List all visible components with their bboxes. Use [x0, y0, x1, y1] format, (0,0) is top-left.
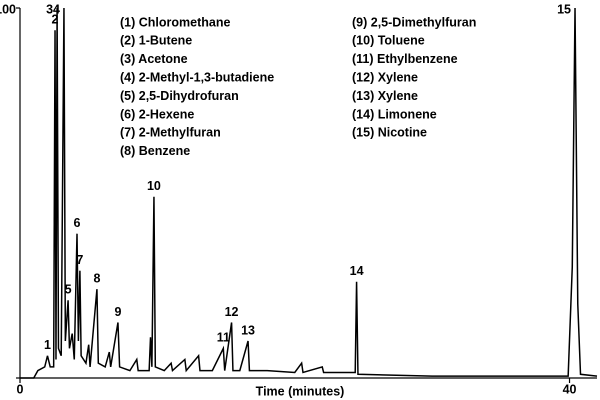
legend-entry: (4) 2-Methyl-1,3-butadiene: [120, 70, 274, 84]
legend-entry: (14) Limonene: [352, 107, 437, 121]
peak-label: 15: [557, 2, 571, 16]
legend-entry: (1) Chloromethane: [120, 15, 230, 29]
peak-label: 10: [147, 179, 161, 193]
legend-entry: (11) Ethylbenzene: [352, 52, 458, 66]
x-axis-label: Time (minutes): [256, 384, 345, 398]
legend-entry: (10) Toluene: [352, 34, 425, 48]
legend-entry: (13) Xylene: [352, 89, 418, 103]
legend-entry: (7) 2-Methylfuran: [120, 126, 221, 140]
legend-entry: (2) 1-Butene: [120, 34, 192, 48]
peak-label: 1: [44, 338, 51, 352]
peak-label: 5: [65, 283, 72, 297]
peak-label: 3: [46, 2, 53, 16]
peak-label: 13: [241, 323, 255, 337]
legend-entry: (8) Benzene: [120, 144, 190, 158]
legend-entry: (9) 2,5-Dimethylfuran: [352, 15, 476, 29]
peak-label: 6: [74, 216, 81, 230]
x-tick-label: 40: [563, 382, 577, 396]
peak-label: 12: [225, 305, 239, 319]
x-tick-label: 0: [17, 382, 24, 396]
peak-label: 14: [350, 264, 364, 278]
legend-entry: (15) Nicotine: [352, 126, 427, 140]
peak-label: 8: [93, 271, 100, 285]
peak-label: 2: [52, 12, 59, 26]
legend-entry: (12) Xylene: [352, 70, 418, 84]
peak-label: 9: [114, 305, 121, 319]
y-tick-label: 100: [0, 2, 16, 16]
chromatogram-line: [20, 7, 598, 379]
legend-entry: (6) 2-Hexene: [120, 107, 194, 121]
peak-label: 11: [217, 331, 230, 345]
peak-label: 7: [76, 253, 83, 267]
peak-label: 4: [53, 2, 60, 16]
legend-entry: (3) Acetone: [120, 52, 188, 66]
legend-entry: (5) 2,5-Dihydrofuran: [120, 89, 239, 103]
